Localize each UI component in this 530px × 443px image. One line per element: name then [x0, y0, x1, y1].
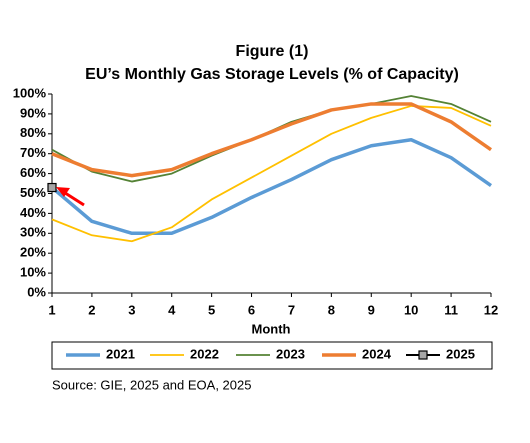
x-tick-label: 9 [368, 302, 375, 317]
y-tick-label: 20% [20, 245, 46, 260]
y-tick-label: 100% [13, 85, 47, 100]
y-tick-label: 50% [20, 185, 46, 200]
x-tick-label: 7 [288, 302, 295, 317]
y-tick-label: 60% [20, 165, 46, 180]
legend-label: 2021 [106, 346, 135, 361]
x-tick-label: 12 [484, 302, 498, 317]
legend-label: 2023 [276, 346, 305, 361]
x-tick-label: 4 [168, 302, 176, 317]
x-axis-title: Month [252, 321, 291, 336]
y-tick-label: 0% [27, 284, 46, 299]
y-tick-label: 90% [20, 105, 46, 120]
series-marker [47, 182, 57, 193]
y-tick-label: 70% [20, 145, 46, 160]
x-tick-label: 2 [88, 302, 95, 317]
legend-label: 2024 [362, 346, 392, 361]
x-tick-label: 1 [48, 302, 55, 317]
y-tick-label: 40% [20, 205, 46, 220]
legend-label: 2022 [190, 346, 219, 361]
legend-label: 2025 [446, 346, 475, 361]
x-tick-label: 8 [328, 302, 335, 317]
series-line [50, 138, 493, 236]
chart-subtitle: EU’s Monthly Gas Storage Levels (% of Ca… [85, 66, 459, 83]
x-tick-label: 3 [128, 302, 135, 317]
x-tick-label: 6 [248, 302, 255, 317]
x-tick-label: 10 [404, 302, 418, 317]
x-tick-label: 5 [208, 302, 215, 317]
source-note: Source: GIE, 2025 and EOA, 2025 [52, 377, 251, 392]
y-tick-label: 80% [20, 125, 46, 140]
legend-box [51, 341, 493, 370]
y-tick-label: 10% [20, 265, 46, 280]
annotation-arrow [56, 187, 85, 207]
legend-marker [418, 350, 428, 360]
y-tick-label: 30% [20, 225, 46, 240]
x-tick-label: 11 [444, 302, 458, 317]
series-line [51, 102, 493, 178]
chart-title: Figure (1) [236, 43, 309, 60]
